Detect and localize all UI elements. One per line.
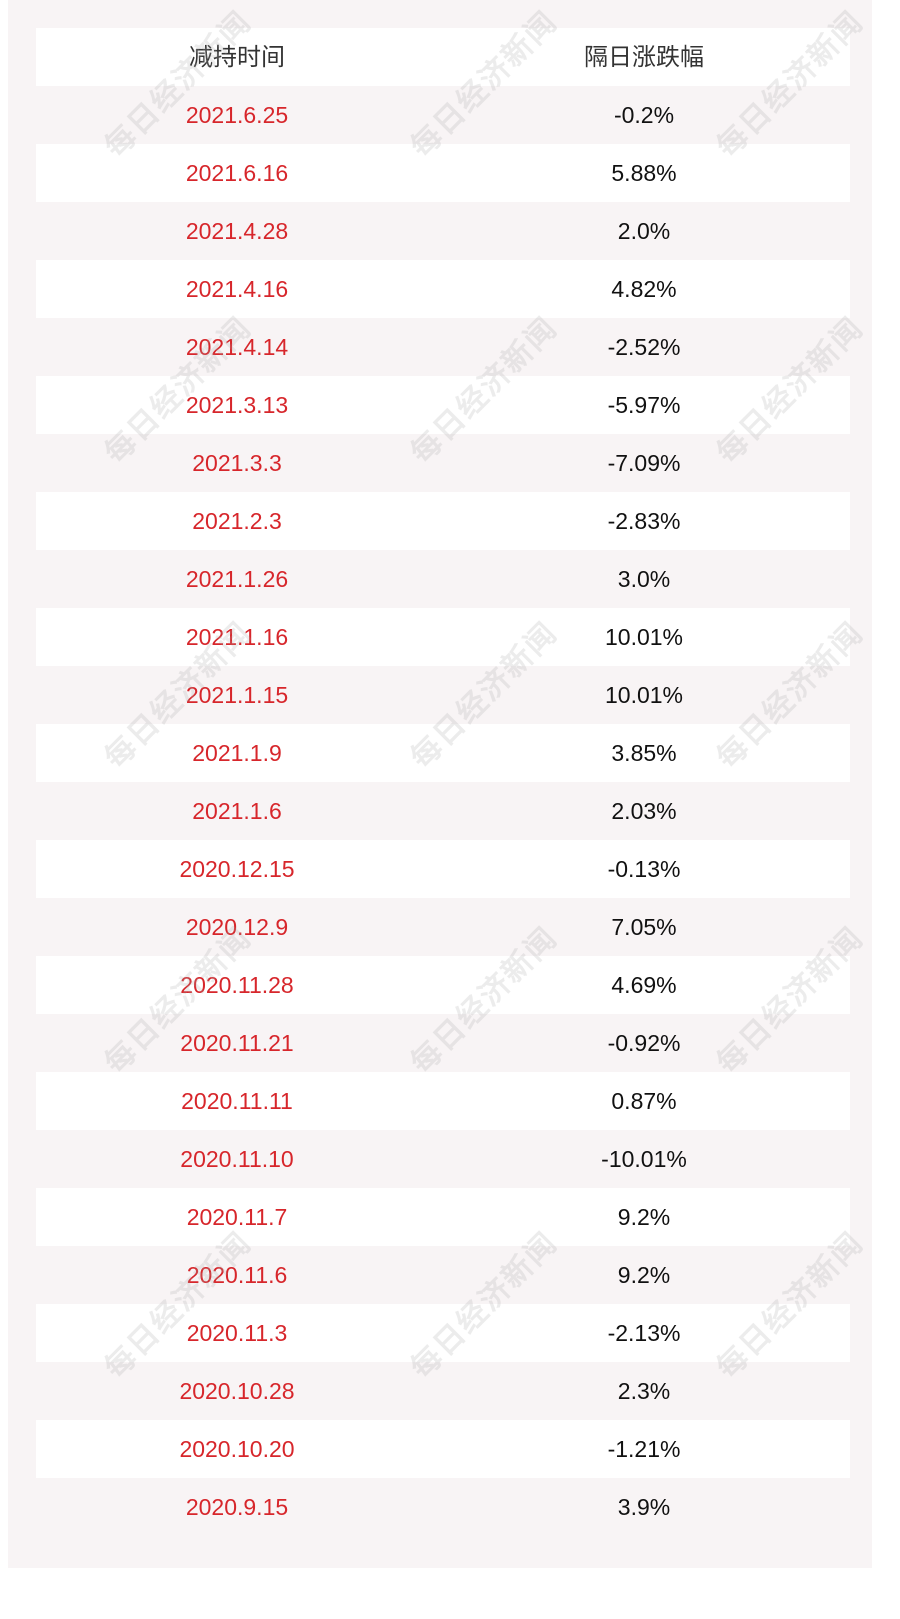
next-day-change: -0.2% [613,102,675,128]
next-day-change: 9.2% [617,1262,671,1288]
next-day-change: 0.87% [611,1088,677,1114]
next-day-change: -2.83% [607,508,681,534]
table-card: 减持时间 隔日涨跌幅 2021.6.25 -0.2% 2021.6.16 5.88% 2… [8,0,872,1568]
next-day-change: -1.21% [607,1436,681,1462]
table-row: 2021.1.26 3.0% [36,550,850,608]
reduction-date: 2020.12.9 [185,914,289,940]
next-day-change: 5.88% [611,160,677,186]
table-row: 2021.4.14 -2.52% [36,318,850,376]
reduction-date: 2020.11.11 [181,1088,293,1114]
reduction-date: 2021.6.25 [185,102,289,128]
table-row: 2020.11.11 0.87% [36,1072,850,1130]
reduction-date: 2020.11.10 [180,1146,294,1172]
reduction-date: 2020.11.7 [186,1204,288,1230]
next-day-change: 9.2% [617,1204,671,1230]
reduction-date: 2021.2.3 [192,508,282,534]
next-day-change: 2.3% [617,1378,671,1404]
reduction-date: 2020.11.21 [180,1030,294,1056]
table-row: 2020.9.15 3.9% [36,1478,850,1536]
table-row: 2021.1.9 3.85% [36,724,850,782]
reduction-date: 2020.10.20 [179,1436,295,1462]
table-row: 2020.10.28 2.3% [36,1362,850,1420]
reduction-date: 2021.4.14 [185,334,289,360]
next-day-change: 7.05% [611,914,677,940]
next-day-change: -5.97% [607,392,681,418]
reduction-date: 2021.1.26 [185,566,289,592]
table-row: 2021.1.15 10.01% [36,666,850,724]
reduction-date: 2021.3.3 [192,450,282,476]
header-date: 减持时间 [189,43,285,71]
next-day-change: 3.9% [617,1494,671,1520]
table-row: 2021.3.3 -7.09% [36,434,850,492]
reduction-date: 2020.10.28 [179,1378,295,1404]
table-row: 2021.4.16 4.82% [36,260,850,318]
next-day-change: 3.85% [611,740,677,766]
next-day-change: 4.69% [611,972,677,998]
reduction-date: 2021.3.13 [185,392,289,418]
reduction-date: 2021.1.6 [192,798,282,824]
reduction-date: 2021.1.9 [192,740,282,766]
next-day-change: -0.92% [607,1030,681,1056]
reduction-date: 2020.11.28 [180,972,294,998]
reduction-date: 2021.1.16 [185,624,289,650]
table-row: 2021.6.25 -0.2% [36,86,850,144]
header-change: 隔日涨跌幅 [584,43,704,71]
next-day-change: -10.01% [601,1146,687,1172]
table-row: 2020.11.28 4.69% [36,956,850,1014]
table-row: 2021.3.13 -5.97% [36,376,850,434]
table-body: 2021.6.25 -0.2% 2021.6.16 5.88% 2021.4.28 2.0… [36,86,850,1536]
reduction-date: 2021.4.16 [185,276,289,302]
table-row: 2020.11.10 -10.01% [36,1130,850,1188]
table-row: 2021.1.16 10.01% [36,608,850,666]
table-row: 2021.2.3 -2.83% [36,492,850,550]
next-day-change: 4.82% [611,276,677,302]
table-row: 2020.11.21 -0.92% [36,1014,850,1072]
reduction-date: 2021.4.28 [185,218,289,244]
next-day-change: -2.52% [607,334,681,360]
reduction-date: 2020.12.15 [179,856,295,882]
reduction-date: 2020.9.15 [185,1494,289,1520]
reduction-table: 减持时间 隔日涨跌幅 2021.6.25 -0.2% 2021.6.16 5.88% 2… [36,28,850,1536]
reduction-date: 2020.11.3 [186,1320,288,1346]
next-day-change: 3.0% [617,566,671,592]
table-row: 2021.4.28 2.0% [36,202,850,260]
next-day-change: -0.13% [607,856,681,882]
next-day-change: 10.01% [604,624,683,650]
next-day-change: -2.13% [607,1320,681,1346]
table-row: 2021.1.6 2.03% [36,782,850,840]
table-header-row: 减持时间 隔日涨跌幅 [36,28,850,86]
table-row: 2021.6.16 5.88% [36,144,850,202]
reduction-date: 2021.6.16 [185,160,289,186]
next-day-change: -7.09% [607,450,681,476]
reduction-date: 2020.11.6 [186,1262,288,1288]
reduction-date: 2021.1.15 [185,682,289,708]
table-row: 2020.12.15 -0.13% [36,840,850,898]
table-row: 2020.11.3 -2.13% [36,1304,850,1362]
next-day-change: 2.0% [617,218,671,244]
table-row: 2020.11.6 9.2% [36,1246,850,1304]
table-row: 2020.11.7 9.2% [36,1188,850,1246]
next-day-change: 10.01% [604,682,683,708]
next-day-change: 2.03% [611,798,677,824]
table-row: 2020.12.9 7.05% [36,898,850,956]
table-row: 2020.10.20 -1.21% [36,1420,850,1478]
